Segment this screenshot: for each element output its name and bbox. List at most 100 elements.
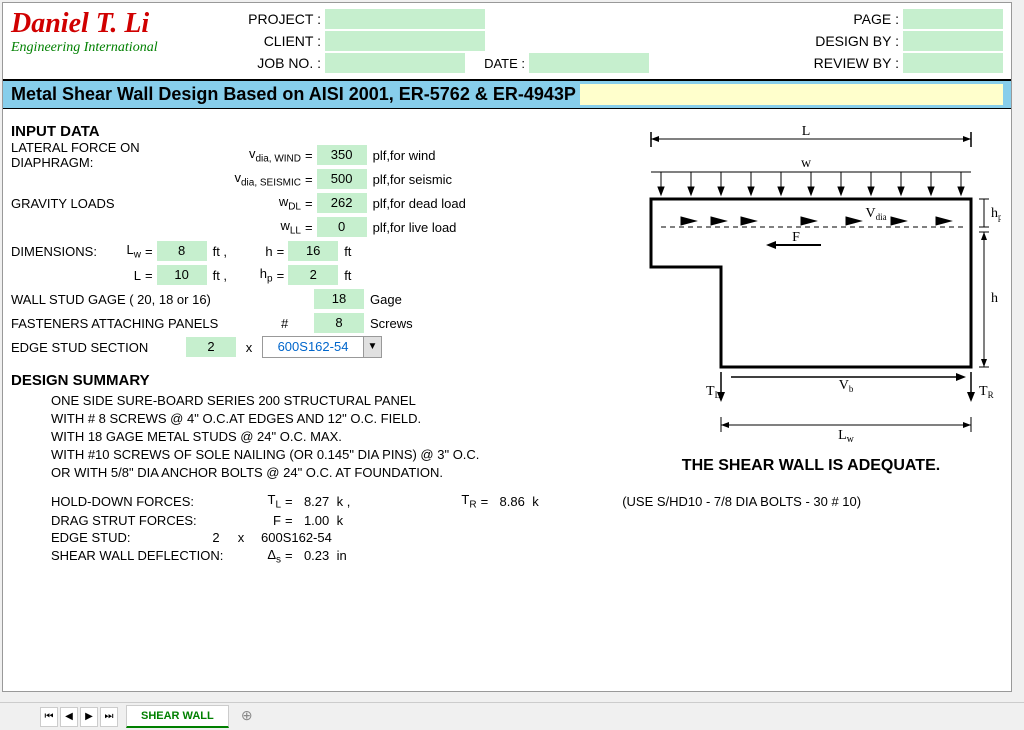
page-input[interactable] [903, 9, 1003, 29]
left-column: INPUT DATA LATERAL FORCE ON DIAPHRAGM: v… [11, 117, 621, 567]
svg-text:w: w [801, 156, 812, 171]
svg-text:Lw: Lw [838, 428, 855, 445]
tab-shear-wall[interactable]: SHEAR WALL [126, 705, 229, 728]
edge-count: 2 [201, 530, 231, 545]
svg-text:h: h [991, 291, 998, 306]
edge-stud-dropdown[interactable]: 600S162-54 ▼ [262, 336, 382, 358]
h-input[interactable]: 16 [288, 241, 338, 261]
svg-text:TR: TR [979, 384, 994, 400]
fasteners-label: FASTENERS ATTACHING PANELS [11, 316, 281, 331]
Lw-unit: ft , [213, 244, 243, 259]
h-unit: ft [344, 244, 351, 259]
summary-heading: DESIGN SUMMARY [11, 372, 621, 389]
client-input[interactable] [325, 31, 485, 51]
date-input[interactable] [529, 53, 649, 73]
client-label: CLIENT : [231, 33, 321, 49]
shear-wall-diagram: L w [621, 117, 1001, 447]
adequate-text: THE SHEAR WALL IS ADEQUATE. [621, 457, 1001, 475]
design-label: DESIGN BY : [804, 33, 899, 49]
svg-text:Vdia: Vdia [865, 206, 886, 222]
jobno-input[interactable] [325, 53, 465, 73]
title-text: Metal Shear Wall Design Based on AISI 20… [11, 84, 576, 105]
svg-text:F: F [792, 230, 800, 245]
F-value: 1.00 [297, 513, 337, 528]
edge-label: EDGE STUD: [51, 530, 201, 545]
edge-stud-value: 600S162-54 [263, 337, 363, 357]
dim-label: DIMENSIONS: [11, 244, 111, 259]
logo-sub: Engineering International [11, 40, 231, 56]
content: INPUT DATA LATERAL FORCE ON DIAPHRAGM: v… [3, 109, 1011, 575]
wdl-input[interactable]: 262 [317, 193, 367, 213]
vdia-wind-input[interactable]: 350 [317, 145, 367, 165]
fasteners-unit: Screws [370, 316, 413, 331]
L-input[interactable]: 10 [157, 265, 207, 285]
hd-label: HOLD-DOWN FORCES: [51, 494, 251, 509]
vdia-seis-input[interactable]: 500 [317, 169, 367, 189]
logo-name: Daniel T. Li [11, 8, 231, 40]
gravity-label: GRAVITY LOADS [11, 196, 216, 211]
wdl-unit: plf,for dead load [373, 196, 466, 211]
hp-input[interactable]: 2 [288, 265, 338, 285]
fasteners-sym: # [281, 316, 301, 331]
vdia-wind-unit: plf,for wind [373, 148, 436, 163]
vdia-wind-label: vdia, WIND [216, 146, 301, 165]
eq: = [305, 148, 313, 163]
jobno-label: JOB NO. : [231, 55, 321, 71]
defl-unit: in [337, 548, 347, 563]
summary-line: WITH #10 SCREWS OF SOLE NAILING (OR 0.14… [51, 447, 621, 462]
tab-nav-first-icon[interactable]: ⏮ [40, 707, 58, 727]
summary-line: WITH # 8 SCREWS @ 4" O.C.AT EDGES AND 12… [51, 411, 621, 426]
F-label: F [251, 513, 281, 528]
date-label: DATE : [465, 56, 525, 71]
project-label: PROJECT : [231, 11, 321, 27]
stud-gage-label: WALL STUD GAGE ( 20, 18 or 16) [11, 292, 314, 307]
edge-sect: 600S162-54 [261, 530, 332, 545]
title-pad [580, 84, 1003, 105]
TL-value: 8.27 [297, 494, 337, 509]
svg-text:Vb: Vb [839, 378, 854, 394]
h-label: h [243, 244, 273, 259]
vdia-seis-label: vdia, SEISMIC [216, 170, 301, 189]
title-bar: Metal Shear Wall Design Based on AISI 20… [3, 81, 1011, 109]
stud-gage-unit: Gage [370, 292, 402, 307]
chevron-down-icon[interactable]: ▼ [363, 337, 381, 357]
input-heading: INPUT DATA [11, 123, 621, 140]
summary-line: WITH 18 GAGE METAL STUDS @ 24" O.C. MAX. [51, 429, 621, 444]
edge-x: x [231, 530, 251, 545]
defl-sym: Δs [251, 547, 281, 566]
F-unit: k [337, 513, 344, 528]
wll-input[interactable]: 0 [317, 217, 367, 237]
header-block: Daniel T. Li Engineering International P… [3, 3, 1011, 81]
TL-label: TL [251, 492, 281, 511]
project-input[interactable] [325, 9, 485, 29]
summary-line: ONE SIDE SURE-BOARD SERIES 200 STRUCTURA… [51, 393, 621, 408]
lateral-label: LATERAL FORCE ON DIAPHRAGM: [11, 140, 216, 170]
review-input[interactable] [903, 53, 1003, 73]
TR-label: TR [447, 492, 477, 511]
page-label: PAGE : [804, 11, 899, 27]
Lw-input[interactable]: 8 [157, 241, 207, 261]
design-input[interactable] [903, 31, 1003, 51]
defl-value: 0.23 [297, 548, 337, 563]
defl-label: SHEAR WALL DEFLECTION: [51, 548, 251, 563]
L-unit: ft , [213, 268, 243, 283]
summary-line: OR WITH 5/8" DIA ANCHOR BOLTS @ 24" O.C.… [51, 465, 621, 480]
logo: Daniel T. Li Engineering International [11, 8, 231, 74]
tab-nav-next-icon[interactable]: ▶ [80, 707, 98, 727]
tab-add-icon[interactable]: ⊕ [237, 707, 257, 727]
tab-nav-prev-icon[interactable]: ◀ [60, 707, 78, 727]
fasteners-input[interactable]: 8 [314, 313, 364, 333]
edge-stud-label: EDGE STUD SECTION [11, 340, 186, 355]
svg-text:L: L [802, 124, 811, 139]
edge-stud-count-input[interactable]: 2 [186, 337, 236, 357]
stud-gage-input[interactable]: 18 [314, 289, 364, 309]
wll-unit: plf,for live load [373, 220, 457, 235]
sheet-tabs: ⏮ ◀ ▶ ⏭ SHEAR WALL ⊕ [0, 702, 1024, 730]
hp-label: hp [243, 266, 273, 285]
TR-unit: k [532, 494, 562, 509]
edge-stud-x: x [236, 340, 262, 355]
TR-value: 8.86 [492, 494, 532, 509]
svg-text:TL: TL [706, 384, 720, 400]
tab-nav-last-icon[interactable]: ⏭ [100, 707, 118, 727]
drag-label: DRAG STRUT FORCES: [51, 513, 251, 528]
